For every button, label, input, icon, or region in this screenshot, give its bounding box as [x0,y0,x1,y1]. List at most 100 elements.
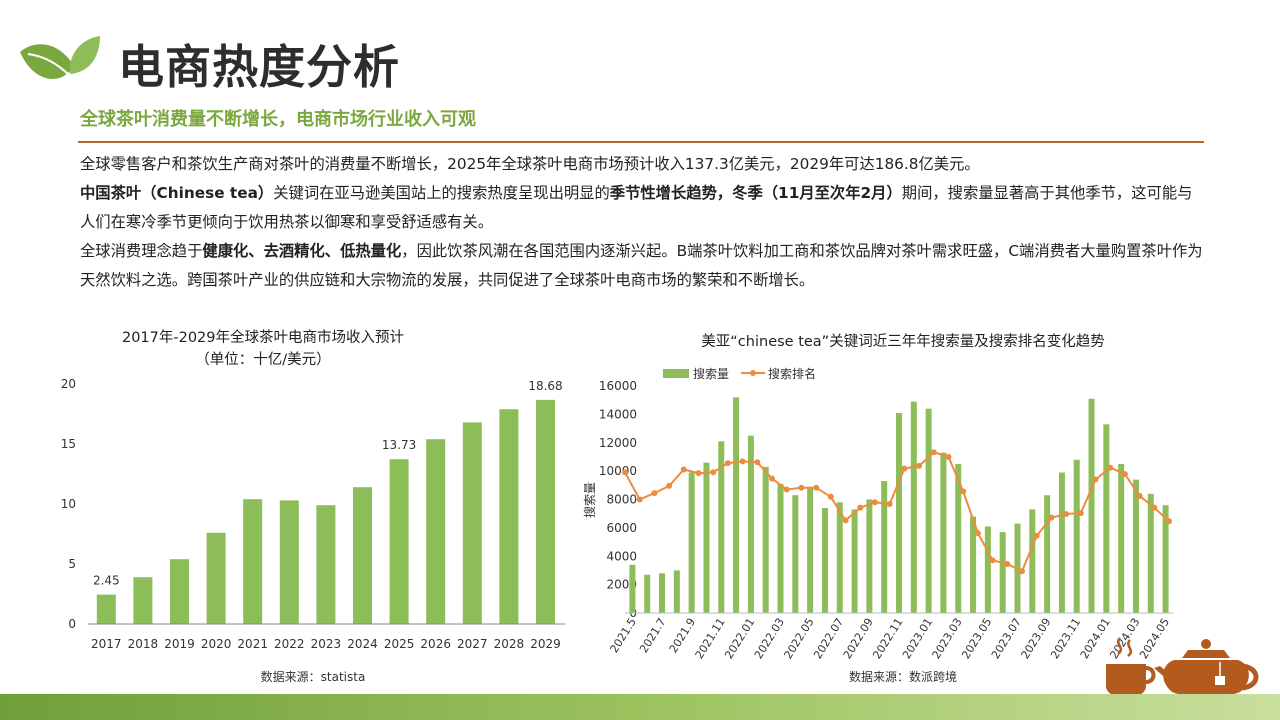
chart1-source: 数据来源：statista [261,669,366,684]
chart1-y-tick: 20 [61,377,76,391]
revenue-bar-2020 [206,532,226,624]
search-volume-bar-2023.10 [1058,472,1065,613]
chart2-y-tick: 12000 [599,436,637,450]
chart2-legend: 搜索量 搜索排名 [663,366,816,381]
revenue-bar-2029 [536,399,555,624]
search-volume-bar-2022.12 [910,401,917,613]
emphasis-text: 季节性增长趋势，冬季（11月至次年2月） [609,184,902,202]
search-rank-point [666,482,673,489]
paragraph-2: 中国茶叶（Chinese tea）关键词在亚马逊美国站上的搜索热度呈现出明显的季… [80,179,1205,237]
chart1-data-label: 18.68 [528,379,562,393]
search-volume-bar-2022.10 [881,481,888,613]
search-rank-point [710,469,717,476]
revenue-bar-2024 [353,487,372,624]
chart1-data-label: 2.45 [93,574,120,588]
chart2-title: 美亚“chinese tea”关键词近三年年搜索量及搜索排名变化趋势 [701,333,1104,350]
search-rank-point [754,459,761,466]
chart1-y-tick: 5 [68,557,76,571]
chart1-y-tick: 15 [61,437,76,451]
legend-search-rank: 搜索排名 [768,366,816,381]
search-volume-bar-2023.09 [1044,495,1051,613]
search-rank-point [1092,476,1099,483]
search-rank-point [1121,471,1128,478]
revenue-bar-2019 [170,559,189,624]
search-volume-bar-2023.08 [1029,509,1036,613]
search-rank-point [857,504,864,511]
search-rank-point [1018,568,1025,575]
legend-bar-swatch [663,369,689,378]
search-rank-point [1048,514,1055,521]
chart2-x-tick: 2021.5 [608,616,639,656]
search-volume-bar-2024.05 [1162,505,1169,613]
search-rank-point [1166,518,1172,525]
search-rank-point [930,449,937,456]
search-volume-bar-2021.7 [659,573,666,613]
body-text-span: 关键词在亚马逊美国站上的搜索热度呈现出明显的 [273,184,610,202]
search-volume-bar-2024.04 [1147,493,1154,613]
search-rank-point [842,517,849,524]
search-rank-point [1136,492,1143,499]
search-rank-point [622,469,628,476]
search-volume-bar-2022.11 [896,412,902,613]
search-volume-bar-2022.01 [747,435,754,613]
search-rank-point [739,458,746,465]
chart1-x-tick: 2029 [530,637,561,651]
chart1-x-tick: 2020 [201,637,232,651]
search-rank-point [695,470,702,477]
search-rank-point [680,466,687,473]
search-volume-bar-2022.06 [821,508,828,613]
chart2-y-axis-label: 搜索量 [582,482,597,518]
emphasis-text: 健康化、去酒精化、低热量化 [202,242,402,260]
search-rank-point [1077,510,1084,517]
page-title: 电商热度分析 [118,40,400,94]
chart1-x-tick: 2022 [274,637,305,651]
revenue-bar-2023 [316,505,336,624]
chart1-x-tick: 2028 [494,637,525,651]
search-rank-point [1151,504,1158,511]
search-rank-point [1107,464,1114,471]
chart1-subtitle: （单位：十亿/美元） [195,351,330,368]
chart1-x-tick: 2027 [457,637,488,651]
search-rank-point [813,484,820,491]
search-rank-point [886,501,893,508]
search-rank-point [1033,532,1040,539]
search-volume-bar-2022.03 [777,483,784,613]
search-volume-bar-2022.08 [851,509,858,613]
search-rank-point [769,475,776,482]
chart2-y-tick: 10000 [599,464,637,478]
paragraph-3: 全球消费理念趋于健康化、去酒精化、低热量化，因此饮茶风潮在各国范围内逐渐兴起。B… [80,237,1205,295]
search-volume-bar-2023.11 [1073,459,1080,613]
search-rank-point [1063,511,1070,518]
body-text-span: 全球零售客户和茶饮生产商对茶叶的消费量不断增长，2025年全球茶叶电商市场预计收… [80,155,980,173]
search-rank-point [651,490,658,497]
search-rank-point [724,460,731,467]
paragraph-1: 全球零售客户和茶饮生产商对茶叶的消费量不断增长，2025年全球茶叶电商市场预计收… [80,150,1205,179]
chart2-source: 数据来源：数派跨境 [849,669,957,684]
chart1-x-tick: 2018 [128,637,159,651]
search-rank-point [916,462,923,469]
chart1-y-tick: 10 [61,497,76,511]
revenue-bar-2022 [279,500,299,624]
chart1-x-tick: 2025 [384,637,415,651]
revenue-bar-2028 [499,409,519,624]
search-volume-bar-2021.6 [644,574,651,613]
search-volume-bar-2022.05 [807,486,814,613]
legend-search-volume: 搜索量 [693,366,729,381]
body-text-span: ，因此饮茶风潮在各国范围内逐渐兴起。B端茶叶饮料加工商和茶饮品牌对茶叶需求旺盛，… [80,242,1203,289]
search-rank-point [960,488,967,495]
search-rank-point [974,530,981,537]
search-trend-chart: 美亚“chinese tea”关键词近三年年搜索量及搜索排名变化趋势 搜索量 搜… [582,333,1173,684]
search-rank-point [901,465,908,472]
divider [78,141,1204,143]
search-volume-bar-2021.5 [629,564,636,613]
chart2-y-tick: 8000 [606,493,637,507]
leaf-logo-icon [20,36,100,79]
chart2-y-tick: 2000 [606,578,637,592]
revenue-bar-2026 [426,439,446,624]
search-volume-bar-2023.06 [999,532,1006,613]
chart1-x-tick: 2017 [91,637,122,651]
search-volume-bar-2021.9 [688,472,695,613]
search-volume-bar-2024.03 [1132,479,1139,613]
chart1-y-tick: 0 [68,617,76,631]
emphasis-text: 中国茶叶（Chinese tea） [80,184,274,202]
